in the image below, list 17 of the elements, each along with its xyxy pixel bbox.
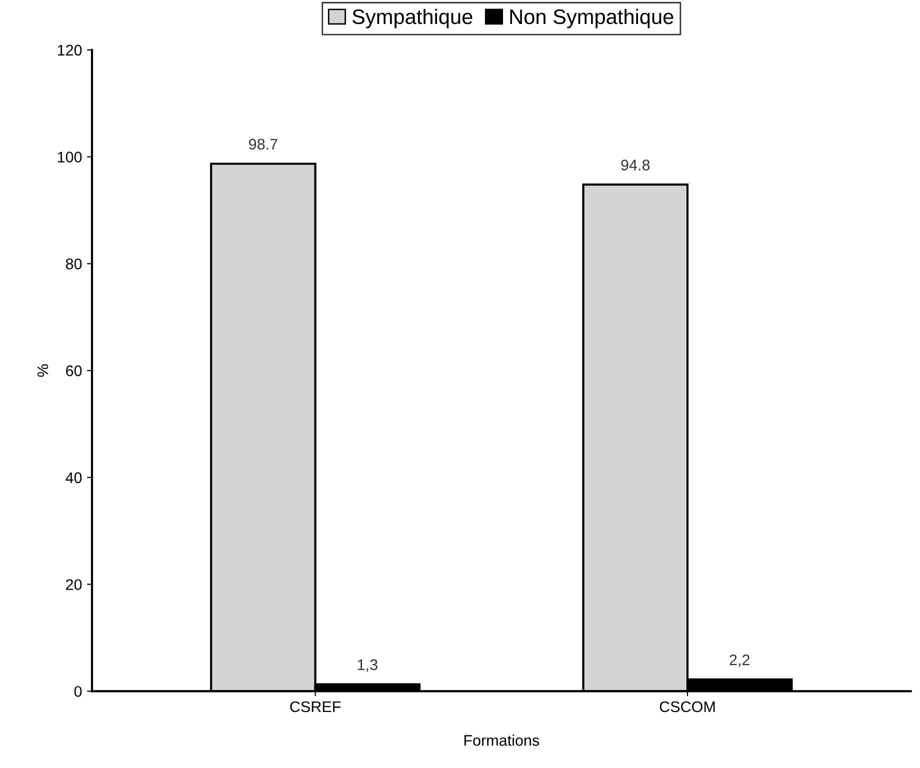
data-label: 1,3 [358,659,378,672]
x-tick-label: CSREF [290,701,341,712]
y-tick-label: 0 [74,686,82,697]
y-tick-label: 40 [66,472,82,484]
legend-label: Non Sympathique [510,8,674,28]
x-axis-title: Formations [464,734,540,746]
data-label: 94.8 [621,160,650,170]
y-tick-label: 80 [66,258,82,270]
y-tick-label: 20 [66,579,82,590]
y-tick-label: 60 [66,365,82,376]
legend-label: Sympathique [352,8,472,28]
data-label: 98.7 [249,138,278,150]
x-tick-label: CSCOM [660,701,715,712]
y-tick-label: 100 [58,152,82,162]
data-label: 2,2 [730,654,750,668]
y-axis-title: % [37,364,48,377]
y-tick-label: 120 [58,44,82,56]
